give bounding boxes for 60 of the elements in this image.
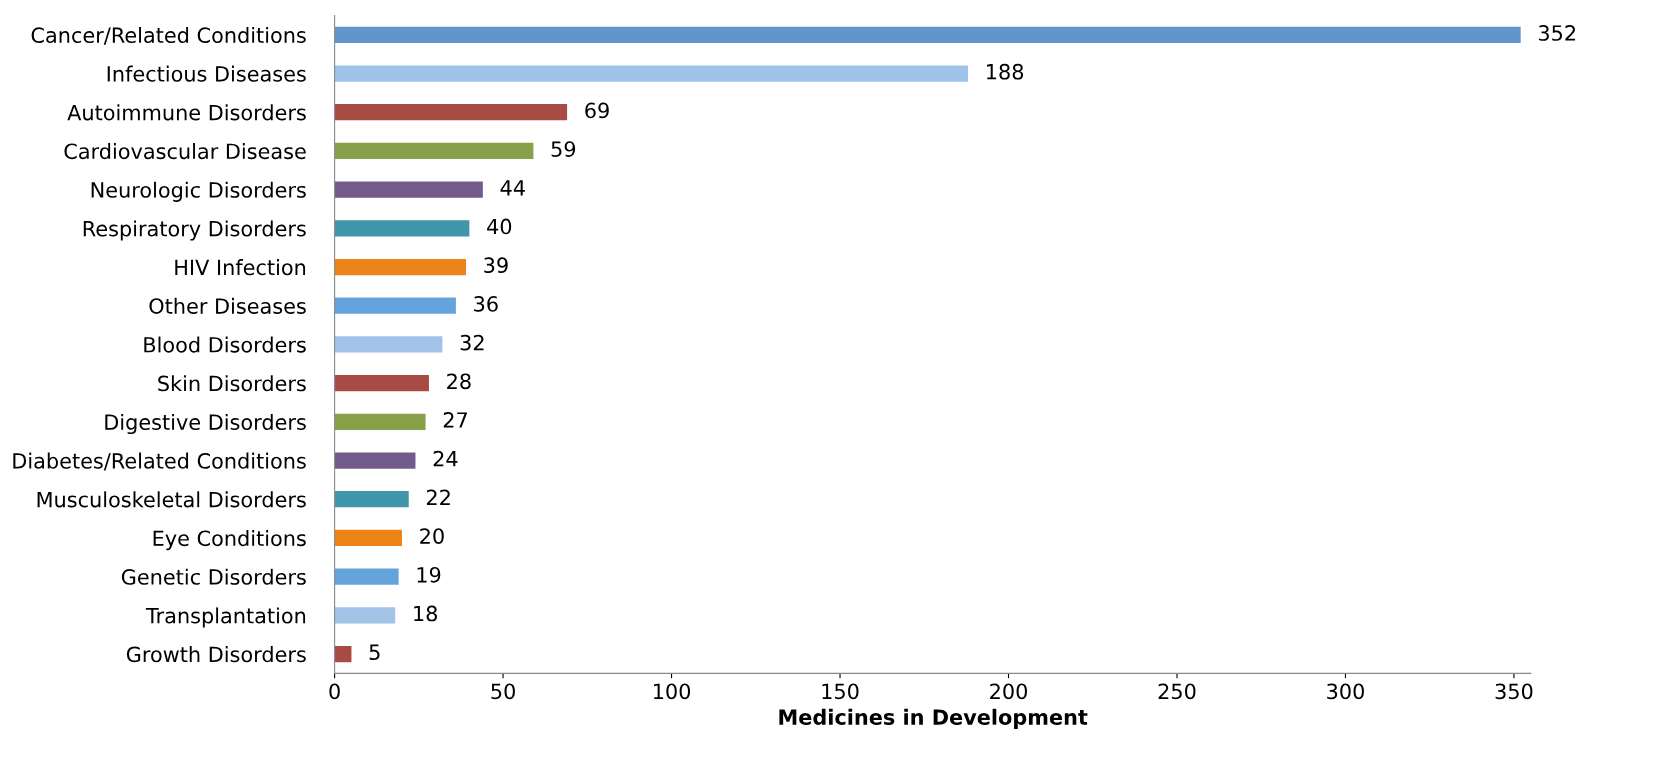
bar — [334, 607, 396, 624]
bar — [334, 529, 402, 547]
data-label: 24 — [433, 450, 458, 467]
y-tick-label: Autoimmune Disorders — [67, 104, 306, 121]
bar — [334, 26, 1521, 43]
x-tick-label: 300 — [1327, 683, 1364, 700]
data-label: 69 — [585, 102, 609, 119]
bar — [334, 220, 470, 237]
bar — [334, 413, 426, 430]
y-tick-label: Diabetes/Related Conditions — [13, 452, 306, 471]
data-label: 32 — [460, 334, 484, 351]
x-tick-label: 350 — [1495, 683, 1533, 700]
x-tick-label: 250 — [1158, 683, 1196, 700]
y-tick-label: Cancer/Related Conditions — [31, 26, 306, 45]
y-tick-label: Genetic Disorders — [121, 568, 306, 585]
data-label: 39 — [484, 257, 508, 274]
bar — [334, 104, 568, 121]
data-label: 27 — [443, 412, 467, 428]
data-label: 18 — [414, 605, 437, 622]
bar — [334, 142, 534, 160]
x-tick-label: 150 — [822, 683, 859, 700]
bar — [334, 568, 399, 585]
data-label: 20 — [420, 528, 444, 544]
data-label: 352 — [1538, 25, 1576, 41]
x-tick-label: 100 — [653, 683, 691, 700]
bar — [334, 645, 352, 663]
x-axis-title: Medicines in Development — [779, 708, 1088, 729]
y-tick-label: Infectious Diseases — [107, 65, 306, 82]
y-tick-label: HIV Infection — [175, 259, 306, 276]
y-tick-label: Skin Disorders — [158, 375, 306, 392]
bar — [334, 65, 969, 82]
bar — [334, 452, 416, 469]
data-label: 36 — [474, 296, 498, 312]
data-label: 28 — [447, 373, 471, 390]
data-label: 19 — [417, 566, 441, 583]
bar — [334, 297, 456, 314]
y-tick-label: Other Diseases — [149, 297, 306, 314]
x-tick-label: 200 — [990, 683, 1028, 700]
bar — [334, 336, 443, 353]
x-tick-label: 50 — [491, 683, 515, 700]
y-tick-label: Cardiovascular Disease — [64, 143, 306, 160]
data-label: 44 — [500, 180, 525, 196]
data-label: 59 — [551, 141, 576, 157]
data-label: 188 — [987, 63, 1024, 80]
data-label: 5 — [369, 644, 380, 661]
y-tick-label: Respiratory Disorders — [83, 220, 306, 241]
bar — [334, 375, 429, 392]
bar — [334, 181, 483, 198]
bar — [334, 258, 467, 276]
data-label: 22 — [426, 489, 450, 505]
y-tick-label: Eye Conditions — [153, 530, 306, 551]
bar — [334, 491, 409, 508]
y-tick-label: Musculoskeletal Disorders — [37, 491, 306, 508]
y-tick-label: Blood Disorders — [144, 336, 306, 353]
y-tick-label: Digestive Disorders — [105, 413, 306, 435]
y-tick-label: Transplantation — [145, 607, 306, 628]
data-label: 40 — [487, 218, 512, 235]
y-tick-label: Neurologic Disorders — [91, 181, 306, 202]
x-tick-label: 0 — [329, 683, 340, 700]
y-tick-label: Growth Disorders — [126, 646, 306, 663]
